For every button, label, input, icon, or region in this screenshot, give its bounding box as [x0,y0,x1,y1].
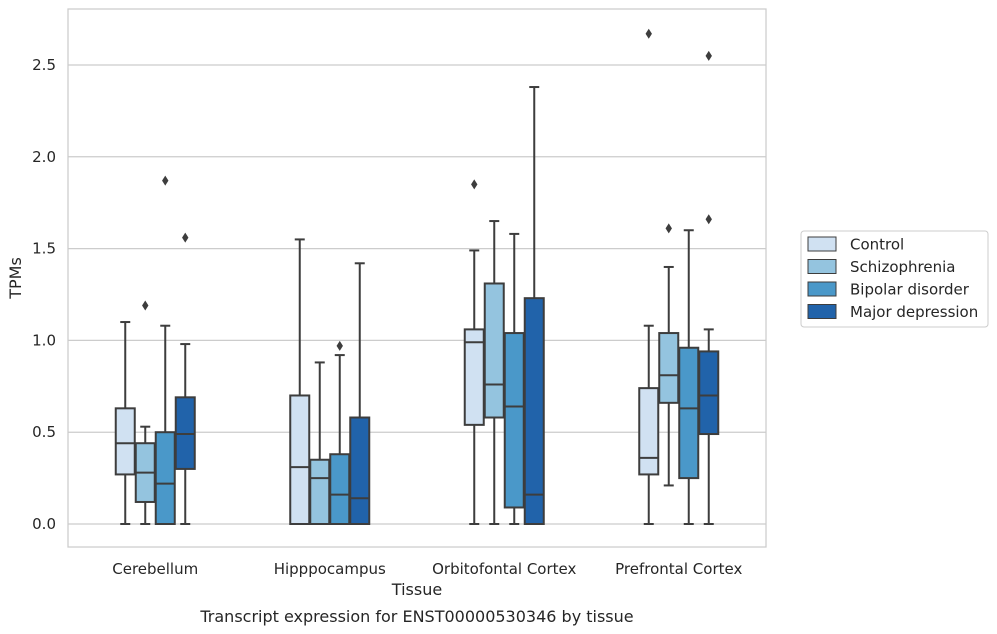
chart-caption: Transcript expression for ENST0000053034… [199,607,633,626]
box-major-depression [349,262,371,525]
box-major-depression [174,232,196,525]
legend-label: Bipolar disorder [850,281,970,299]
box-body [638,387,660,476]
outlier-marker [645,28,652,39]
box-body [289,394,311,526]
box-control [114,321,136,525]
outlier-marker [336,340,343,351]
legend-swatch [807,259,837,274]
y-tick-label: 1.0 [32,331,56,349]
box-major-depression [698,50,720,525]
box-body [678,346,700,480]
box-body [658,332,680,404]
box-bipolar-disorder [503,232,525,525]
y-tick-label: 1.5 [32,240,56,258]
y-axis-label: TPMs [6,257,25,300]
box-body [154,431,176,526]
outlier-marker [705,50,712,61]
outlier-marker [162,175,169,186]
box-bipolar-disorder [154,175,176,526]
box-body [698,350,720,436]
legend-label: Control [850,236,904,254]
box-body [463,328,485,426]
outlier-marker [142,300,149,311]
x-tick-label: Cerebellum [112,560,198,578]
y-tick-label: 0.5 [32,423,56,441]
legend-frame [800,230,989,328]
outlier-marker [471,179,478,190]
y-tick-label: 2.0 [32,148,56,166]
legend: Control Schizophrenia Bipolar disorder Majo… [800,230,989,328]
box-body [503,332,525,509]
x-tick-label: Prefrontal Cortex [615,560,742,578]
box-body [523,297,545,525]
y-axis-ticks: 0.0 0.5 1.0 1.5 2.0 2.5 [32,56,56,533]
box-control [289,238,311,526]
x-axis-ticks: Cerebellum Hipppocampus Orbitofontal Corte… [112,560,742,578]
box-body [349,416,371,525]
box-body [329,453,351,525]
x-tick-label: Orbitofontal Cortex [432,560,576,578]
outlier-marker [705,214,712,225]
box-major-depression [523,86,545,525]
x-tick-label: Hipppocampus [274,560,386,578]
legend-label: Major depression [850,303,978,321]
legend-swatch [807,281,837,297]
box-body [309,458,331,525]
box-series [114,28,720,526]
legend-label: Schizophrenia [850,258,955,276]
outlier-marker [665,223,672,234]
box-body [483,282,505,419]
box-body [114,407,136,476]
plot-frame [67,8,767,548]
box-schizophrenia [658,223,680,487]
outlier-marker [182,232,189,243]
box-control [638,28,660,525]
x-axis-label: Tissue [391,580,442,599]
legend-swatch [807,304,837,319]
y-tick-label: 0.0 [32,515,56,533]
legend-swatch [807,236,837,252]
y-tick-label: 2.5 [32,56,56,74]
